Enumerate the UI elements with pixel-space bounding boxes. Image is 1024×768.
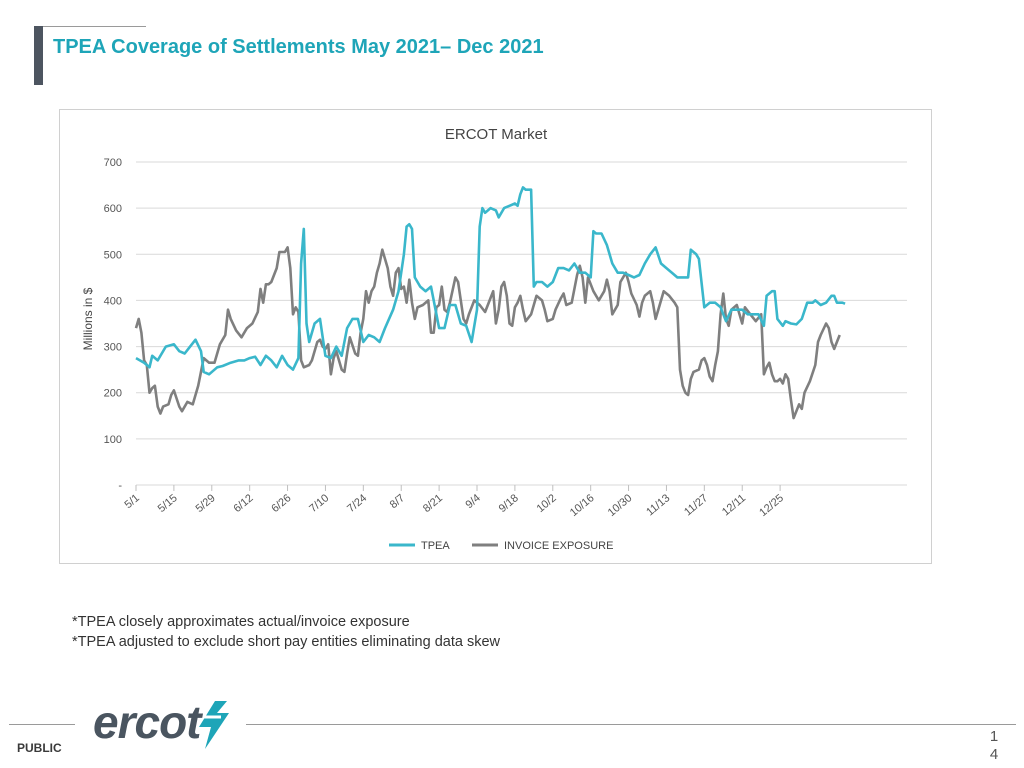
y-axis-ticks: - 100 200 300 400 500 600 700 xyxy=(104,157,123,492)
x-tick-label: 9/18 xyxy=(497,492,521,515)
legend-label: INVOICE EXPOSURE xyxy=(504,540,613,552)
classification-label: PUBLIC xyxy=(17,741,62,755)
x-tick-label: 10/30 xyxy=(606,492,635,519)
y-tick-label: 700 xyxy=(104,157,122,169)
x-tick-label: 10/2 xyxy=(535,492,559,515)
x-tick-label: 7/10 xyxy=(307,492,331,515)
logo-wordmark: ercot xyxy=(93,696,201,748)
y-axis-label: Millions in $ xyxy=(81,287,95,350)
x-tick-label: 10/16 xyxy=(568,492,597,519)
chart-legend: TPEA INVOICE EXPOSURE xyxy=(389,540,613,552)
footnote-1: *TPEA closely approximates actual/invoic… xyxy=(72,614,410,630)
y-tick-label: 400 xyxy=(104,295,122,307)
footnotes: *TPEA closely approximates actual/invoic… xyxy=(72,612,500,652)
y-tick-label: - xyxy=(118,480,122,492)
slide-title: TPEA Coverage of Settlements May 2021– D… xyxy=(53,36,544,58)
y-tick-label: 500 xyxy=(104,249,122,261)
bolt-icon xyxy=(199,701,229,749)
legend-label: TPEA xyxy=(421,540,450,552)
x-tick-label: 12/25 xyxy=(757,492,786,519)
x-tick-label: 5/15 xyxy=(156,492,180,515)
x-tick-label: 9/4 xyxy=(463,492,482,511)
title-rule xyxy=(40,26,146,27)
x-tick-label: 6/12 xyxy=(231,492,255,515)
footer-rule-right xyxy=(246,724,1016,725)
footnote-2: *TPEA adjusted to exclude short pay enti… xyxy=(72,634,500,650)
x-tick-label: 7/24 xyxy=(345,492,369,515)
x-tick-label: 11/27 xyxy=(682,492,710,518)
series-line-invoice-exposure xyxy=(134,246,841,420)
footer-rule-left xyxy=(9,724,75,725)
chart-title: ERCOT Market xyxy=(445,126,548,143)
chart-series xyxy=(134,186,846,420)
chart-frame xyxy=(59,109,932,564)
ercot-logo: ercot xyxy=(93,695,229,749)
x-tick-label: 6/26 xyxy=(269,492,293,515)
x-tick-label: 8/21 xyxy=(421,492,445,515)
y-tick-label: 600 xyxy=(104,203,122,215)
series-line-tpea xyxy=(135,186,846,376)
title-accent-bar xyxy=(34,26,43,85)
x-tick-label: 12/11 xyxy=(720,492,748,518)
x-tick-label: 5/1 xyxy=(122,492,141,511)
y-tick-label: 100 xyxy=(104,434,122,446)
x-tick-label: 8/7 xyxy=(388,492,407,511)
x-axis-ticks: 5/1 5/15 5/29 6/12 6/26 7/10 7/24 8/7 8/21 9/4 9/1… xyxy=(122,485,786,519)
y-tick-label: 200 xyxy=(104,388,122,400)
y-tick-label: 300 xyxy=(104,342,122,354)
x-tick-label: 11/13 xyxy=(644,492,672,518)
x-tick-label: 5/29 xyxy=(194,492,218,515)
page-number: 14 xyxy=(989,728,999,763)
